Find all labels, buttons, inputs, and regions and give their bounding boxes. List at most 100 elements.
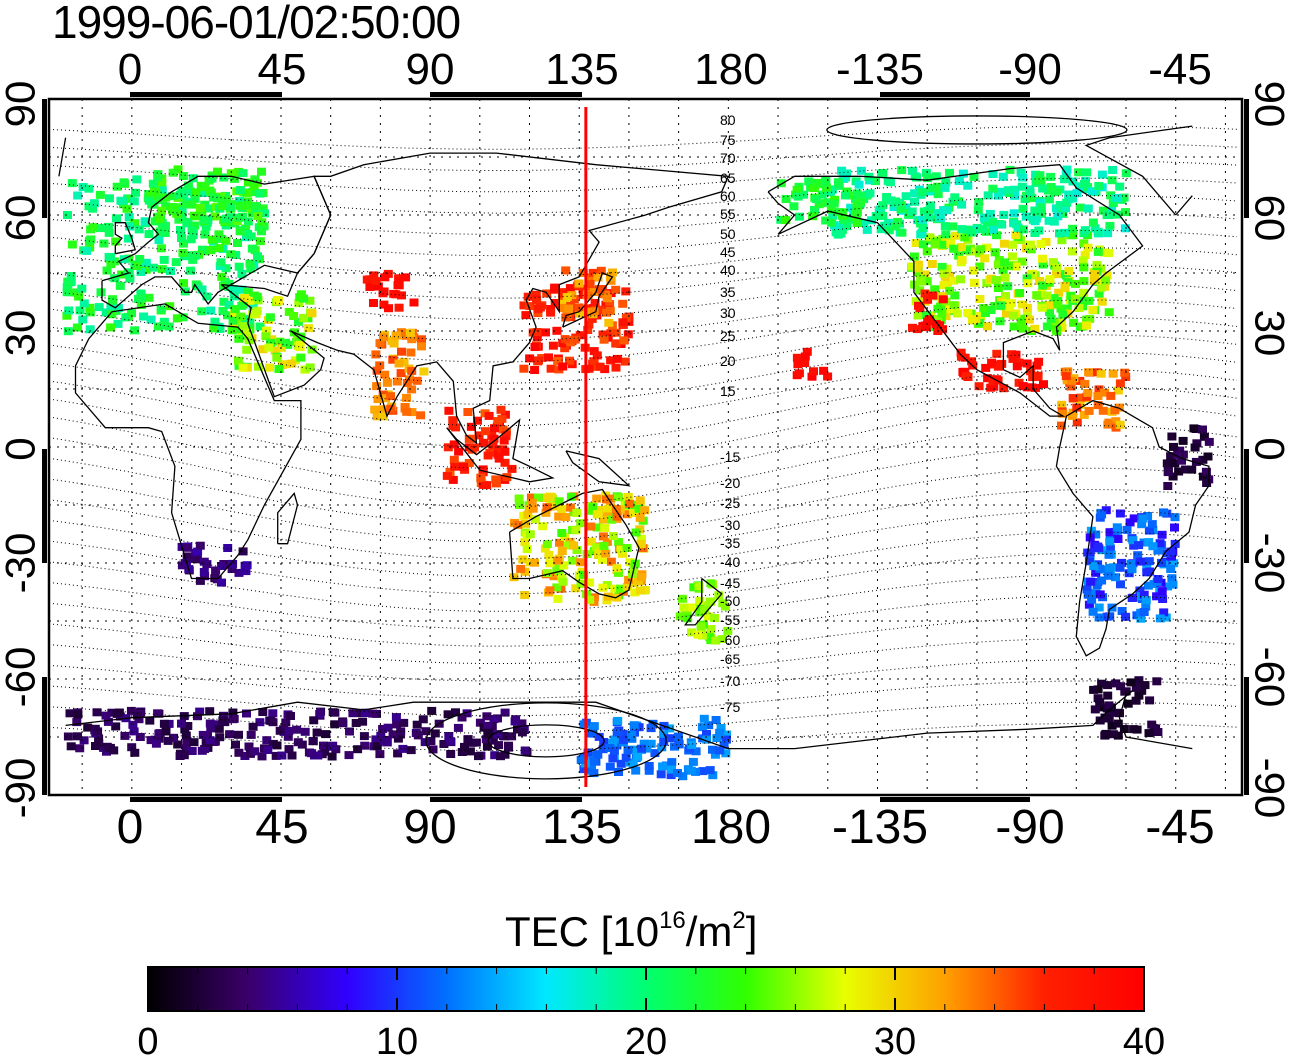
tec-point	[722, 730, 731, 739]
top-lon-label: 135	[545, 45, 618, 94]
right-lat-label: -60	[1247, 647, 1292, 708]
tec-point	[78, 315, 88, 324]
tec-point	[706, 579, 716, 588]
tec-point	[85, 303, 95, 312]
tec-point	[957, 200, 967, 209]
tec-point	[199, 216, 209, 225]
tec-point	[457, 748, 467, 756]
tec-point	[463, 735, 473, 744]
tec-point	[1015, 289, 1025, 297]
tec-point	[566, 492, 576, 501]
tec-point	[419, 367, 429, 376]
tec-point	[1092, 260, 1102, 269]
tec-point	[594, 506, 604, 514]
tec-point	[1021, 212, 1031, 221]
tec-point	[1020, 195, 1030, 203]
tec-point	[918, 240, 928, 249]
tec-point	[1063, 309, 1073, 318]
tec-point	[1072, 418, 1082, 427]
tec-point	[941, 236, 951, 245]
tec-point	[792, 185, 802, 194]
tec-point	[257, 227, 266, 236]
tec-point	[217, 562, 227, 570]
tec-point	[578, 284, 588, 293]
tec-point	[1017, 182, 1027, 191]
tec-point	[149, 200, 159, 209]
tec-point	[426, 737, 436, 745]
tec-point	[182, 218, 192, 226]
tec-point	[633, 752, 643, 761]
tec-point	[221, 236, 231, 245]
tec-point	[1166, 565, 1176, 573]
coastline-greenland	[1175, 195, 1193, 216]
tec-point	[907, 262, 917, 271]
tec-point	[695, 602, 705, 611]
tec-point	[927, 260, 937, 268]
tec-point	[1108, 166, 1118, 174]
tec-point	[233, 239, 242, 247]
tec-point	[592, 494, 602, 503]
tec-point	[391, 331, 401, 340]
tec-point	[1128, 536, 1138, 545]
tec-point	[592, 351, 602, 360]
tec-point	[1033, 372, 1043, 381]
tec-point	[286, 712, 295, 720]
tec-point	[1094, 613, 1104, 622]
tec-point	[710, 750, 720, 759]
tec-point	[114, 708, 124, 717]
tec-point	[878, 211, 888, 220]
tec-point	[946, 239, 956, 248]
tec-point	[584, 320, 594, 329]
tec-point	[575, 309, 584, 318]
tec-point	[776, 215, 786, 224]
tec-point	[612, 512, 622, 521]
tec-point	[1162, 459, 1172, 468]
frame-bar-left	[42, 677, 47, 795]
tec-point	[146, 315, 156, 324]
tec-point	[584, 364, 594, 373]
tec-point	[1084, 296, 1094, 305]
tec-point	[102, 266, 112, 275]
tec-point	[1105, 563, 1115, 572]
tec-point	[585, 280, 595, 289]
tec-point	[466, 422, 476, 431]
tec-point	[562, 293, 572, 302]
tec-point	[1045, 301, 1055, 310]
tec-point	[624, 317, 634, 326]
tec-point	[901, 192, 911, 201]
tec-point	[884, 226, 894, 235]
tec-point	[1098, 206, 1108, 215]
tec-point	[638, 544, 648, 553]
mag-lat-label: -50	[720, 593, 740, 609]
tec-point	[1048, 258, 1058, 267]
tec-point	[956, 275, 966, 284]
tec-point	[622, 510, 632, 519]
tec-point	[635, 496, 645, 505]
tec-point	[986, 274, 996, 283]
tec-point	[170, 207, 180, 216]
tec-point	[507, 464, 517, 473]
tec-point	[500, 410, 510, 419]
tec-point	[544, 353, 553, 362]
tec-point	[293, 738, 303, 747]
tec-point	[1066, 382, 1076, 391]
tec-point	[871, 212, 881, 220]
tec-point	[270, 346, 280, 355]
frame-bar-bottom	[130, 797, 282, 802]
tec-point	[583, 291, 593, 300]
tec-point	[141, 258, 151, 267]
tec-point	[599, 335, 609, 344]
tec-point	[473, 416, 482, 425]
tec-point	[969, 278, 979, 287]
tec-point	[387, 336, 397, 345]
tec-point	[721, 749, 731, 758]
tec-point	[471, 738, 481, 747]
tec-point	[518, 555, 528, 564]
tec-point	[913, 311, 923, 320]
tec-point	[217, 578, 226, 587]
tec-point	[998, 172, 1008, 181]
tec-point	[1121, 612, 1131, 621]
tec-point	[967, 357, 977, 366]
tec-point	[228, 285, 238, 293]
tec-point	[1058, 270, 1068, 278]
